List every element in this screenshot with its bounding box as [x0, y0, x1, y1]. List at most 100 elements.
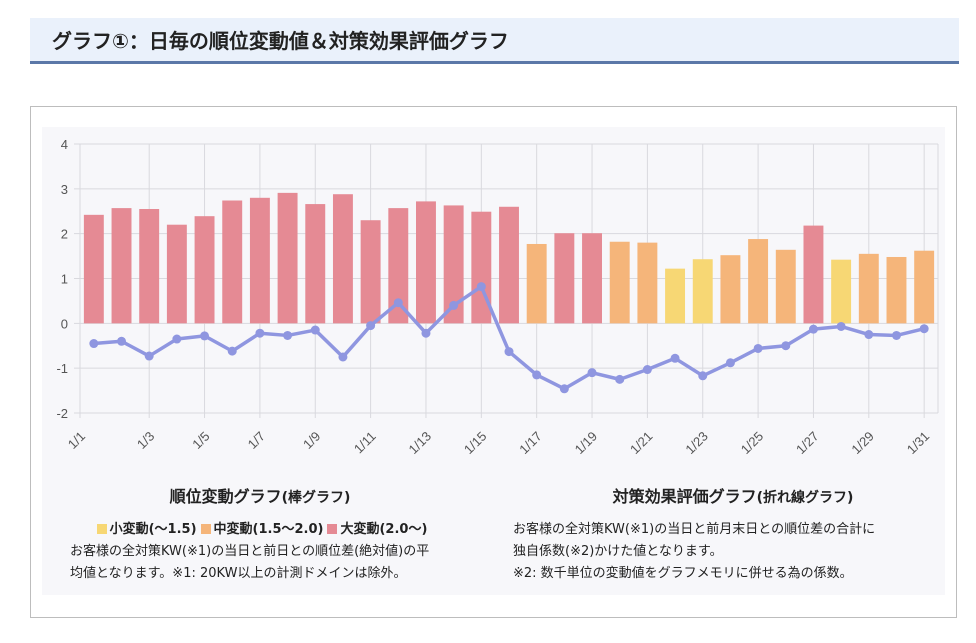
bar-1/31 [914, 250, 935, 324]
x-tick-label: 1/1 [65, 429, 88, 452]
x-tick-label: 1/9 [300, 429, 323, 452]
x-tick-label: 1/13 [406, 429, 435, 458]
bar-1/12 [388, 208, 409, 324]
x-tick-label: 1/7 [245, 429, 268, 452]
bar-1/6 [222, 200, 243, 324]
bar-1/23 [692, 259, 713, 324]
legend-right-desc-3: ※2: 数千単位の変動値をグラフメモリに併せる為の係数。 [513, 566, 853, 581]
bar-1/7 [249, 197, 270, 324]
legend-left-title: 順位変動グラフ(棒グラフ) [70, 486, 450, 509]
line-point-1/9 [310, 325, 320, 335]
bar-1/9 [305, 204, 326, 324]
legend-label-medium: 中変動(1.5〜2.0) [213, 522, 324, 537]
bar-1/17 [526, 243, 547, 324]
line-point-1/13 [421, 328, 431, 338]
x-tick-label: 1/15 [461, 429, 490, 458]
line-point-1/31 [919, 324, 929, 334]
legend-swatch-medium [200, 523, 211, 534]
bar-1/10 [332, 194, 353, 324]
x-tick-label: 1/19 [572, 429, 601, 458]
line-point-1/12 [393, 298, 403, 308]
line-point-1/15 [476, 282, 486, 292]
bar-1/13 [416, 201, 436, 324]
line-point-1/11 [366, 321, 376, 331]
line-point-1/3 [144, 351, 154, 361]
line-point-1/10 [338, 352, 348, 362]
legend-label-small: 小変動(〜1.5) [109, 522, 197, 537]
legend-left-subtitle: (棒グラフ) [281, 490, 351, 506]
section-header: グラフ①：日毎の順位変動値＆対策効果評価グラフ [30, 18, 959, 64]
x-tick-label: 1/21 [627, 429, 656, 458]
x-tick-label: 1/23 [682, 429, 711, 458]
legend-right-desc-2: 独自係数(※2)かけた値となります。 [513, 544, 723, 559]
bar-1/3 [139, 209, 160, 324]
y-tick-label: -2 [56, 406, 68, 421]
bar-1/1 [83, 214, 104, 324]
y-tick-label: 2 [61, 227, 68, 242]
line-point-1/6 [227, 346, 237, 356]
line-point-1/26 [781, 341, 791, 351]
line-point-1/14 [449, 300, 459, 310]
line-point-1/17 [532, 370, 542, 380]
legend-label-large: 大変動(2.0〜) [340, 522, 428, 537]
y-tick-label: 1 [61, 272, 68, 287]
legend-right-subtitle: (折れ線グラフ) [756, 490, 854, 506]
y-tick-label: 0 [61, 316, 68, 331]
bar-1/8 [277, 192, 298, 324]
y-tick-label: -1 [56, 361, 68, 376]
line-point-1/29 [864, 330, 874, 340]
bar-1/19 [582, 233, 602, 324]
line-point-1/22 [670, 353, 680, 363]
bar-1/4 [166, 224, 187, 324]
bar-1/20 [609, 241, 630, 324]
line-point-1/24 [725, 358, 735, 368]
line-point-1/27 [808, 324, 818, 334]
y-tick-label: 4 [61, 137, 68, 152]
line-point-1/18 [559, 384, 569, 394]
legend-left-desc-2: 均値となります。※1: 20KW以上の計測ドメインは除外。 [70, 566, 407, 581]
bar-1/5 [194, 216, 215, 324]
line-point-1/16 [504, 347, 514, 357]
legend-swatch-small [96, 523, 107, 534]
legend-right-title: 対策効果評価グラフ(折れ線グラフ) [513, 486, 953, 509]
x-tick-label: 1/3 [134, 429, 157, 452]
x-tick-label: 1/31 [904, 429, 933, 458]
line-point-1/2 [117, 336, 127, 346]
x-tick-label: 1/27 [793, 429, 822, 458]
legend-left-desc-1: お客様の全対策KW(※1)の当日と前日との順位差(絶対値)の平 [70, 544, 430, 559]
legend-right-desc-1: お客様の全対策KW(※1)の当日と前月末日との順位差の合計に [513, 522, 876, 537]
chart-panel [42, 127, 945, 595]
legend-items: 小変動(〜1.5) 中変動(1.5〜2.0) 大変動(2.0〜) [70, 519, 450, 541]
x-tick-label: 1/17 [516, 429, 545, 458]
page-title: グラフ①：日毎の順位変動値＆対策効果評価グラフ [52, 29, 509, 53]
bar-1/24 [720, 255, 741, 324]
line-point-1/21 [642, 365, 652, 375]
bar-1/30 [886, 256, 907, 324]
bar-1/21 [637, 242, 658, 324]
line-point-1/5 [200, 331, 210, 341]
line-point-1/7 [255, 328, 265, 338]
bar-1/26 [775, 249, 796, 324]
line-point-1/25 [753, 343, 763, 353]
legend-left: 順位変動グラフ(棒グラフ) 小変動(〜1.5) 中変動(1.5〜2.0) 大変動(2… [70, 486, 450, 585]
bar-1/16 [499, 206, 519, 324]
bar-1/29 [858, 253, 879, 324]
x-tick-label: 1/5 [189, 429, 212, 452]
bar-1/14 [443, 205, 464, 324]
bar-1/11 [360, 220, 381, 324]
bar-1/18 [554, 233, 575, 324]
line-point-1/20 [615, 374, 625, 384]
legend-right-title-text: 対策効果評価グラフ [612, 487, 757, 506]
bar-1/25 [748, 239, 769, 324]
line-point-1/1 [89, 339, 99, 349]
line-point-1/30 [891, 330, 901, 340]
line-point-1/19 [587, 368, 597, 378]
y-tick-label: 3 [61, 182, 68, 197]
bar-1/27 [803, 225, 824, 324]
legend-left-title-text: 順位変動グラフ [169, 487, 282, 506]
bar-1/28 [831, 259, 852, 324]
x-tick-label: 1/11 [351, 429, 379, 457]
line-point-1/28 [836, 321, 846, 331]
bar-1/22 [665, 268, 686, 324]
